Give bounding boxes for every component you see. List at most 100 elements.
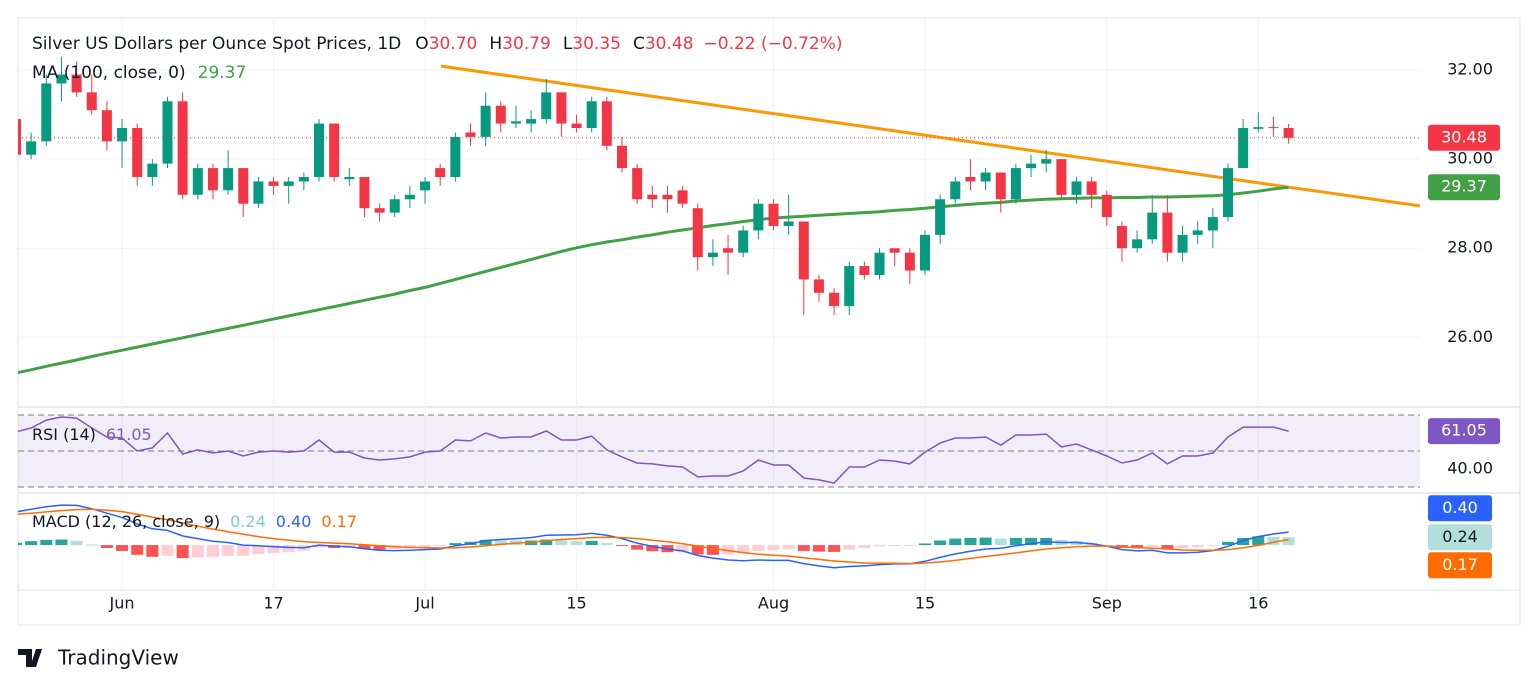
macd-histogram-bar <box>18 542 22 546</box>
macd-histogram-bar <box>1282 537 1295 546</box>
rsi-legend-label: RSI (14) <box>32 425 96 444</box>
candle-body <box>526 119 537 124</box>
candle-body <box>980 172 991 182</box>
candle-body <box>238 168 249 204</box>
candle-body <box>1147 212 1158 240</box>
candle-body <box>1010 168 1021 200</box>
candle-body <box>132 127 143 177</box>
macd-histogram-bar <box>494 540 507 546</box>
macd-histogram-bar <box>1146 545 1159 548</box>
candle-body <box>207 168 218 191</box>
candle-body <box>965 176 976 182</box>
candle-body <box>556 92 567 124</box>
ohlc-prefix: C <box>633 34 645 54</box>
macd-histogram-bar <box>419 545 432 548</box>
candle-body <box>859 266 870 275</box>
candle-body <box>1116 225 1127 249</box>
logo: TradingView <box>18 646 179 670</box>
ma-line <box>18 185 1289 375</box>
y-tick-label: 32.00 <box>1447 60 1493 79</box>
candle-body <box>662 194 673 200</box>
macd-histogram-bar <box>1237 537 1250 546</box>
macd-histogram-bar <box>100 545 113 549</box>
signal-value-box <box>1428 552 1492 579</box>
macd-histogram-bar <box>85 544 98 546</box>
ohlc-prefix: O <box>415 34 428 54</box>
last-price-box <box>1428 124 1500 151</box>
macd-histogram-bar <box>237 545 250 556</box>
x-tick-label: 17 <box>263 594 283 613</box>
macd-histogram-bar <box>176 545 189 559</box>
candle-body <box>223 168 234 191</box>
chart-title: Silver US Dollars per Ounce Spot Prices,… <box>32 34 401 54</box>
candle-body <box>1238 127 1249 169</box>
candle-body <box>586 101 597 128</box>
y-tick-label: 30.00 <box>1447 149 1493 168</box>
x-tick-label: Jun <box>109 594 135 613</box>
macd-histogram-bar <box>1025 537 1038 546</box>
macd-histogram-bar <box>55 539 68 546</box>
candle-body <box>314 123 324 177</box>
candle-body <box>147 163 158 177</box>
candle-body <box>768 203 779 226</box>
candle-body <box>723 248 734 253</box>
y-tick-label: 28.00 <box>1447 238 1493 257</box>
macd-histogram-bar <box>706 545 719 555</box>
histogram-value-box <box>1428 524 1492 551</box>
candle-body <box>1132 239 1143 249</box>
candle-body <box>904 252 915 271</box>
macd-histogram-bar <box>449 543 462 546</box>
x-tick-label: Sep <box>1092 594 1122 613</box>
x-tick-label: 16 <box>1248 594 1268 613</box>
candle-body <box>647 194 658 200</box>
candle-body <box>1192 230 1203 235</box>
macd-histogram-bar <box>1161 545 1174 549</box>
macd-value-box <box>1428 495 1492 522</box>
candle-body <box>889 248 900 253</box>
candle-body <box>1071 181 1082 195</box>
candle-body <box>1253 127 1264 129</box>
candle-body <box>617 145 627 169</box>
candle-body <box>420 181 431 191</box>
plot-area <box>18 18 1420 590</box>
signal-legend-value: 0.17 <box>321 512 357 531</box>
candle-body <box>632 168 643 200</box>
macd-histogram-bar <box>252 545 265 555</box>
histogram-value-label: 0.24 <box>1442 527 1478 546</box>
x-tick-label: Aug <box>758 594 789 613</box>
rsi-value-label: 61.05 <box>1441 421 1487 440</box>
ohlc-prefix: H <box>489 34 502 54</box>
macd-histogram-bar <box>313 545 325 548</box>
macd-histogram-bar <box>782 545 795 550</box>
candle-body <box>1283 127 1294 138</box>
macd-histogram-bar <box>131 545 144 555</box>
candle-body <box>435 168 446 177</box>
macd-histogram-bar <box>828 545 841 552</box>
macd-legend-value: 0.40 <box>276 512 312 531</box>
rsi-legend-value: 61.05 <box>106 425 152 444</box>
macd-histogram-bar <box>40 539 53 546</box>
macd-histogram-bar <box>722 545 735 555</box>
ma-value-box <box>1428 174 1500 201</box>
rsi-tick-label: 40.00 <box>1447 458 1493 477</box>
macd-histogram-bar <box>1252 536 1265 546</box>
macd-histogram-bar <box>616 545 628 547</box>
macd-histogram-bar <box>570 541 583 546</box>
candle-body <box>1207 217 1218 231</box>
macd-histogram-bar <box>282 545 295 553</box>
ohlc-value: 30.79 <box>502 34 551 54</box>
candle-body <box>56 74 67 84</box>
candle-body <box>298 176 309 182</box>
macd-histogram-bar <box>812 545 825 552</box>
macd-histogram-bar <box>373 545 386 550</box>
candle-body <box>874 252 885 275</box>
candle-body <box>450 136 461 177</box>
macd-histogram-bar <box>479 539 492 546</box>
macd-histogram-bar <box>600 543 613 546</box>
macd-histogram-bar <box>843 545 856 550</box>
macd-histogram-bar <box>25 541 38 546</box>
macd-histogram-bar <box>934 540 947 546</box>
macd-histogram-bar <box>146 545 159 557</box>
candle-body <box>920 234 930 271</box>
